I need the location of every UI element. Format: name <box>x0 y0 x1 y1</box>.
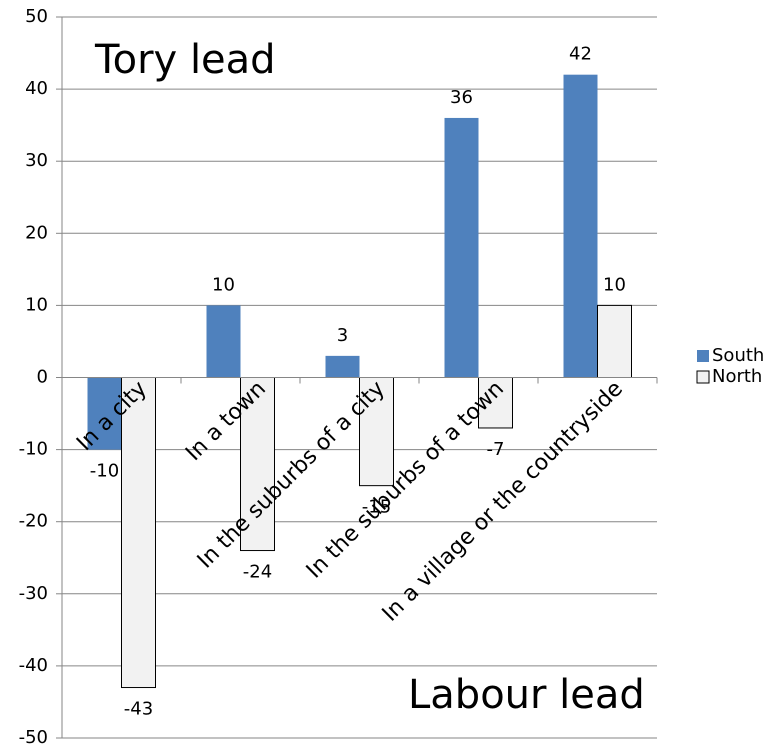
y-tick-label: -30 <box>19 583 48 604</box>
y-tick-label: 30 <box>25 150 48 171</box>
bar <box>87 377 122 450</box>
data-label: 42 <box>569 44 592 65</box>
y-tick-label: 50 <box>25 6 48 27</box>
annotation: Labour lead <box>408 672 645 718</box>
data-label: -43 <box>124 699 153 720</box>
legend-swatch <box>696 370 710 384</box>
legend-label: South <box>712 345 764 366</box>
legend-swatch <box>697 350 709 362</box>
y-tick-label: 40 <box>25 78 48 99</box>
x-tick-label: In the suburbs of a town <box>302 376 509 583</box>
y-tick-label: 20 <box>25 222 48 243</box>
legend-label: North <box>712 366 762 387</box>
bar <box>444 117 479 378</box>
y-tick-label: 10 <box>25 294 48 315</box>
data-label: -24 <box>243 562 272 583</box>
bar <box>206 305 241 378</box>
data-label: 10 <box>603 274 626 295</box>
bar <box>563 74 598 378</box>
data-label: -7 <box>487 439 505 460</box>
bar <box>121 377 156 689</box>
y-tick-label: -10 <box>19 439 48 460</box>
y-tick-label: -50 <box>19 727 48 748</box>
bar <box>359 377 394 487</box>
bar <box>478 377 513 429</box>
y-tick-label: -40 <box>19 655 48 676</box>
bar <box>325 355 360 378</box>
y-tick-label: 0 <box>37 367 48 388</box>
bar <box>240 377 275 552</box>
annotation: Tory lead <box>94 37 276 83</box>
data-label: 10 <box>212 274 235 295</box>
data-label: 3 <box>337 325 348 346</box>
data-label: -15 <box>362 497 391 518</box>
bar <box>597 304 632 378</box>
y-tick-label: -20 <box>19 511 48 532</box>
data-label: -10 <box>90 461 119 482</box>
data-label: 36 <box>450 87 473 108</box>
